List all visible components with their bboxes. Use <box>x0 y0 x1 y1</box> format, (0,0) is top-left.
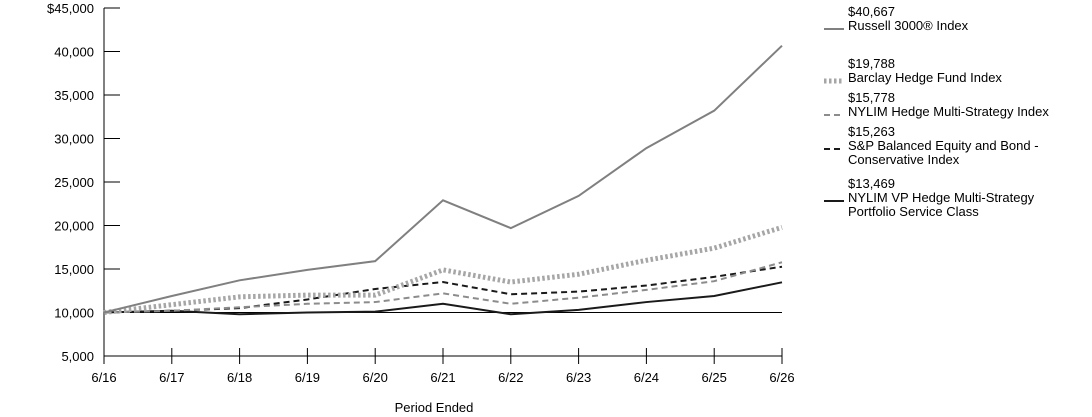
series-line-s-p-balanced-equity-and-bond-conservative-index <box>103 265 783 314</box>
y-tick-label: $45,000 <box>47 1 94 16</box>
legend-end-value: $19,788 <box>848 56 895 71</box>
legend-end-value: $13,469 <box>848 176 895 191</box>
y-tick-label: 15,000 <box>54 262 94 277</box>
x-tick-label: 6/18 <box>227 370 252 385</box>
series-line-nylim-hedge-multi-strategy-index <box>103 261 783 314</box>
x-tick-label: 6/20 <box>363 370 388 385</box>
y-tick-label: 10,000 <box>54 306 94 321</box>
x-tick-label: 6/17 <box>159 370 184 385</box>
x-tick-label: 6/16 <box>91 370 116 385</box>
y-tick-label: 35,000 <box>54 88 94 103</box>
legend-series-name: Barclay Hedge Fund Index <box>848 70 1002 85</box>
legend-swatch <box>824 114 844 116</box>
legend-end-value: $40,667 <box>848 4 895 19</box>
series-line-russell-3000-index <box>103 44 783 314</box>
legend-series-name: NYLIM Hedge Multi-Strategy Index <box>848 104 1049 119</box>
y-tick-label: 5,000 <box>61 349 94 364</box>
x-tick-label: 6/23 <box>566 370 591 385</box>
x-tick-label: 6/25 <box>702 370 727 385</box>
x-tick-label: 6/21 <box>430 370 455 385</box>
x-axis-label: Period Ended <box>395 400 474 415</box>
x-tick-label: 6/24 <box>634 370 659 385</box>
legend-swatch <box>824 28 844 30</box>
x-tick-label: 6/19 <box>295 370 320 385</box>
series-line-nylim-vp-hedge-multi-strategy-portfolio-service-class <box>103 281 783 316</box>
y-axis-ticks: 5,000 10,000 15,000 20,000 25,000 30,000 35,00… <box>47 1 120 364</box>
legend-swatch <box>824 148 844 150</box>
x-axis-ticks: 6/16 6/17 6/18 6/19 6/20 6/21 6/22 6/23 6/24 6/25… <box>91 348 795 385</box>
legend-end-value: $15,778 <box>848 90 895 105</box>
y-tick-label: 25,000 <box>54 175 94 190</box>
x-tick-label: 6/26 <box>769 370 794 385</box>
legend-end-value: $15,263 <box>848 124 895 139</box>
legend-series-name: Russell 3000® Index <box>848 18 969 33</box>
legend-swatch <box>824 78 844 84</box>
legend-series-name: NYLIM VP Hedge Multi-Strategy Portfolio … <box>848 190 1035 219</box>
x-tick-label: 6/22 <box>498 370 523 385</box>
y-tick-label: 30,000 <box>54 132 94 147</box>
legend-series-name: S&P Balanced Equity and Bond - Conservat… <box>848 138 1039 167</box>
series-lines <box>103 44 783 316</box>
y-tick-label: 20,000 <box>54 219 94 234</box>
legend-swatch <box>824 200 844 202</box>
y-tick-label: 40,000 <box>54 45 94 60</box>
